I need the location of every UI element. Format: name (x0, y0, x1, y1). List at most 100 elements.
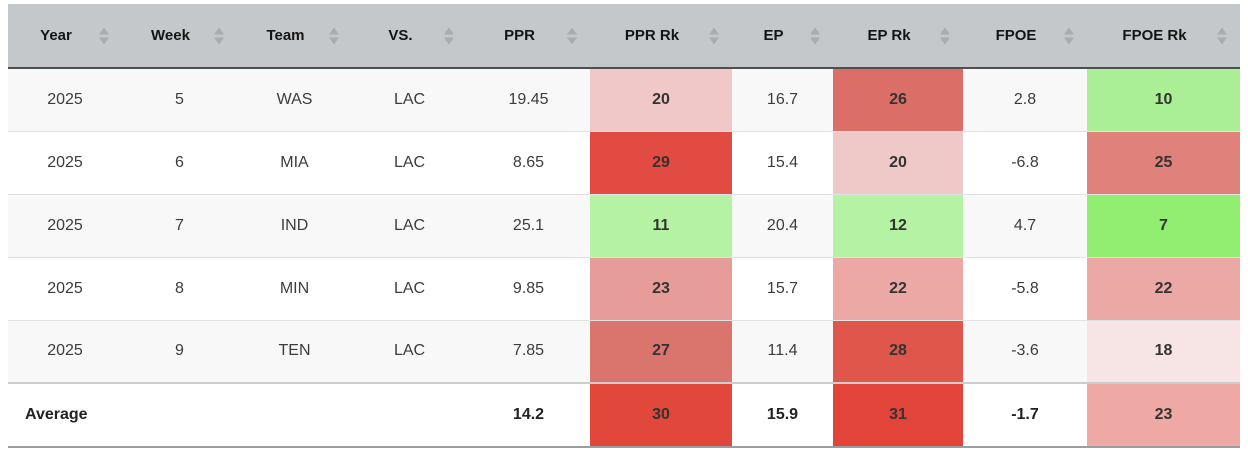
cell-vs: LAC (352, 257, 467, 321)
cell-week: 7 (122, 194, 237, 258)
table-row: 2025 5 WAS LAC 19.45 20 16.7 26 2.8 10 (8, 68, 1240, 132)
sort-icons (940, 27, 950, 44)
column-header-ppr-rk[interactable]: PPR Rk (590, 4, 732, 69)
cell-vs: LAC (352, 68, 467, 132)
cell-vs: LAC (352, 320, 467, 384)
sort-icons (1064, 27, 1074, 44)
cell-fpoe-rk: 25 (1087, 131, 1240, 195)
cell-ppr: 19.45 (467, 68, 590, 132)
cell-ppr: 7.85 (467, 320, 590, 384)
average-cell-fpoe: -1.7 (963, 382, 1087, 448)
column-label: FPOE (995, 27, 1037, 44)
cell-ep: 15.4 (732, 131, 833, 195)
cell-fpoe: -3.6 (963, 320, 1087, 384)
cell-year: 2025 (8, 257, 122, 321)
sort-desc-icon (99, 37, 109, 44)
sort-desc-icon (214, 37, 224, 44)
cell-year: 2025 (8, 194, 122, 258)
cell-team: MIN (237, 257, 352, 321)
table-footer: Average 14.2 30 15.9 31 -1.7 23 (8, 382, 1240, 448)
cell-ep-rk: 26 (833, 68, 963, 132)
cell-ep: 20.4 (732, 194, 833, 258)
cell-ep-rk: 20 (833, 131, 963, 195)
column-header-fpoe[interactable]: FPOE (963, 4, 1087, 69)
cell-fpoe: 4.7 (963, 194, 1087, 258)
sort-asc-icon (329, 27, 339, 34)
sort-icons (567, 27, 577, 44)
table-header: Year Week Team VS. PPR PPR Rk EP EP Rk FPOE FPOE … (8, 4, 1240, 69)
cell-team: IND (237, 194, 352, 258)
cell-fpoe: 2.8 (963, 68, 1087, 132)
cell-ppr: 9.85 (467, 257, 590, 321)
column-label: EP (763, 27, 784, 44)
sort-asc-icon (1217, 27, 1227, 34)
average-cell-team (237, 382, 352, 448)
cell-team: WAS (237, 68, 352, 132)
table-row: 2025 9 TEN LAC 7.85 27 11.4 28 -3.6 18 (8, 320, 1240, 384)
cell-fpoe: -5.8 (963, 257, 1087, 321)
cell-week: 5 (122, 68, 237, 132)
sort-desc-icon (567, 37, 577, 44)
cell-team: TEN (237, 320, 352, 384)
column-header-vs[interactable]: VS. (352, 4, 467, 69)
average-label: Average (8, 382, 122, 448)
column-header-team[interactable]: Team (237, 4, 352, 69)
cell-vs: LAC (352, 131, 467, 195)
cell-year: 2025 (8, 68, 122, 132)
cell-fpoe-rk: 10 (1087, 68, 1240, 132)
cell-fpoe: -6.8 (963, 131, 1087, 195)
sort-asc-icon (567, 27, 577, 34)
column-header-year[interactable]: Year (8, 4, 122, 69)
sort-icons (1217, 27, 1227, 44)
sort-asc-icon (940, 27, 950, 34)
cell-ppr: 8.65 (467, 131, 590, 195)
sort-desc-icon (1064, 37, 1074, 44)
cell-ep: 11.4 (732, 320, 833, 384)
sort-icons (709, 27, 719, 44)
average-cell-ep-rk: 31 (833, 382, 963, 448)
sort-desc-icon (810, 37, 820, 44)
column-header-week[interactable]: Week (122, 4, 237, 69)
cell-fpoe-rk: 22 (1087, 257, 1240, 321)
column-label: Week (151, 27, 190, 44)
player-gamelog-table: Year Week Team VS. PPR PPR Rk EP EP Rk FPOE FPOE … (8, 4, 1240, 448)
column-header-ep[interactable]: EP (732, 4, 833, 69)
cell-team: MIA (237, 131, 352, 195)
sort-asc-icon (99, 27, 109, 34)
column-label: PPR (504, 27, 535, 44)
sort-asc-icon (214, 27, 224, 34)
cell-week: 6 (122, 131, 237, 195)
table-header-row: Year Week Team VS. PPR PPR Rk EP EP Rk FPOE FPOE … (8, 4, 1240, 69)
average-cell-ppr-rk: 30 (590, 382, 732, 448)
table-row: 2025 7 IND LAC 25.1 11 20.4 12 4.7 7 (8, 194, 1240, 258)
column-label: PPR Rk (624, 27, 680, 44)
sort-icons (444, 27, 454, 44)
cell-vs: LAC (352, 194, 467, 258)
sort-asc-icon (709, 27, 719, 34)
column-header-ep-rk[interactable]: EP Rk (833, 4, 963, 69)
sort-desc-icon (444, 37, 454, 44)
table-row: 2025 6 MIA LAC 8.65 29 15.4 20 -6.8 25 (8, 131, 1240, 195)
column-header-fpoe-rk[interactable]: FPOE Rk (1087, 4, 1240, 69)
sort-icons (329, 27, 339, 44)
cell-fpoe-rk: 7 (1087, 194, 1240, 258)
cell-week: 8 (122, 257, 237, 321)
column-label: EP Rk (867, 27, 911, 44)
sort-asc-icon (810, 27, 820, 34)
average-cell-fpoe-rk: 23 (1087, 382, 1240, 448)
average-cell-ep: 15.9 (732, 382, 833, 448)
cell-ppr-rk: 27 (590, 320, 732, 384)
sort-desc-icon (709, 37, 719, 44)
column-label: VS. (388, 27, 413, 44)
column-label: FPOE Rk (1122, 27, 1187, 44)
cell-ppr-rk: 23 (590, 257, 732, 321)
table-body: 2025 5 WAS LAC 19.45 20 16.7 26 2.8 10 2025 6 MIA LAC… (8, 68, 1240, 384)
cell-ep-rk: 22 (833, 257, 963, 321)
cell-week: 9 (122, 320, 237, 384)
cell-ppr-rk: 29 (590, 131, 732, 195)
column-label: Year (40, 27, 72, 44)
cell-year: 2025 (8, 320, 122, 384)
cell-ep: 15.7 (732, 257, 833, 321)
column-header-ppr[interactable]: PPR (467, 4, 590, 69)
